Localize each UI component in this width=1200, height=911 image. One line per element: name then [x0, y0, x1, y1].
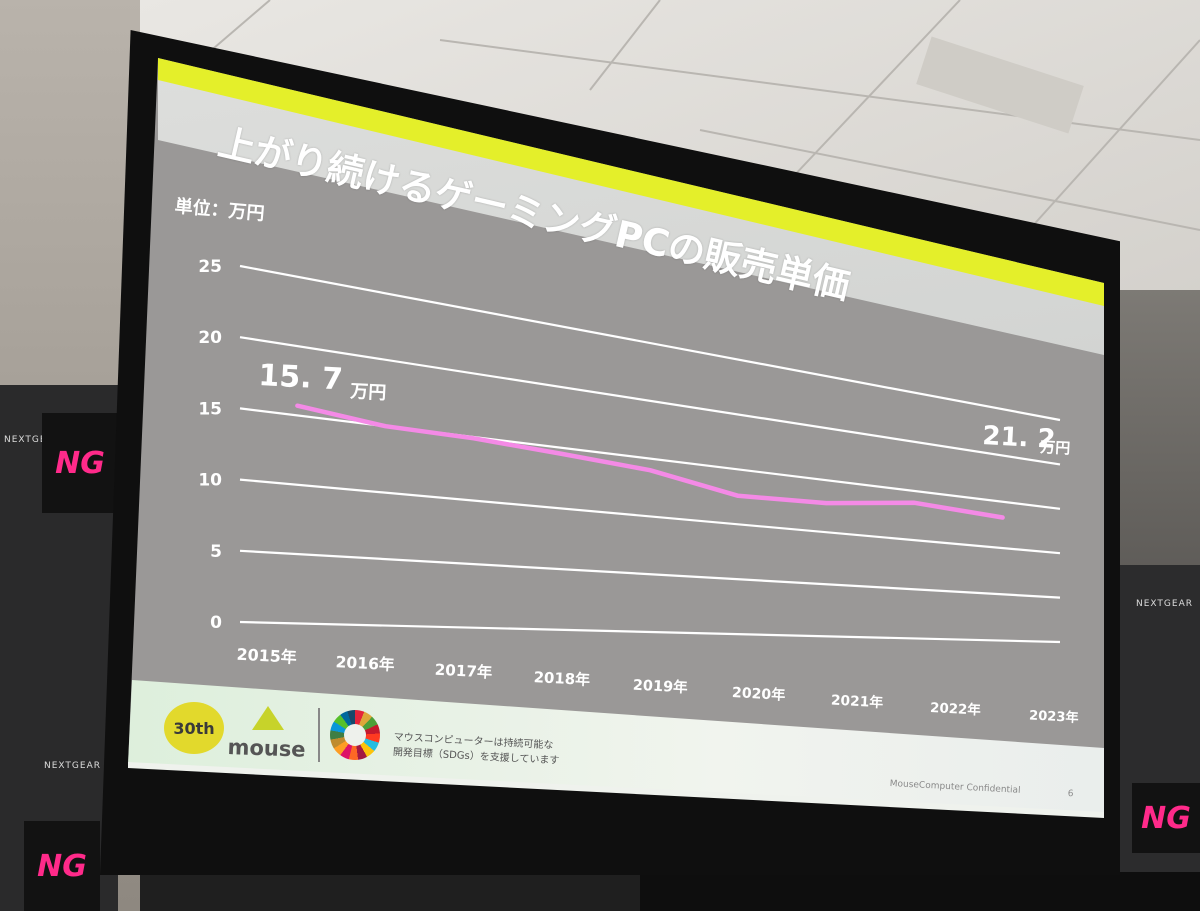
- nextgear-stand-left: NEXTGEAR NG NEXTGEAR NG: [0, 385, 118, 911]
- footer-divider: [318, 708, 320, 762]
- x-tick-label: 2021年: [831, 692, 884, 712]
- y-tick-label: 10: [198, 471, 222, 491]
- annotation-start-value: 15. 7: [258, 358, 344, 397]
- mouse-logo-icon: [252, 706, 284, 730]
- gridline-0: [239, 620, 1061, 644]
- nextgear-logo-3: NG: [1132, 783, 1200, 853]
- x-tick-label: 2023年: [1029, 706, 1079, 726]
- y-tick-label: 5: [210, 542, 222, 562]
- page-number: 6: [1067, 789, 1074, 800]
- y-tick-label: 20: [198, 328, 222, 348]
- x-tick-label: 2022年: [930, 699, 982, 719]
- x-tick-label: 2019年: [632, 676, 688, 697]
- gridline-10: [239, 478, 1061, 555]
- y-tick-label: 25: [198, 257, 222, 277]
- annotation-start-unit: 万円: [349, 381, 387, 404]
- ceiling-grid: [199, 0, 1200, 241]
- gridline-15: [239, 407, 1061, 510]
- x-tick-label: 2015年: [236, 645, 297, 667]
- annotation-end-unit: 万円: [1039, 438, 1071, 458]
- gridline-5: [239, 549, 1061, 599]
- y-tick-label: 0: [210, 613, 222, 633]
- x-tick-label: 2018年: [533, 668, 590, 689]
- mouse-brand-name: mouse: [227, 735, 306, 762]
- y-tick-label: 15: [198, 399, 222, 419]
- stand-brand-text: NEXTGEAR: [4, 435, 61, 445]
- nextgear-stand-right: NEXTGEAR NG: [1112, 565, 1200, 911]
- stand-brand-text-2: NEXTGEAR: [44, 761, 101, 771]
- sdgs-wheel-center: [344, 724, 366, 746]
- nextgear-logo: NG: [42, 413, 118, 513]
- anniversary-badge: 30th: [164, 702, 224, 754]
- x-tick-label: 2020年: [732, 684, 786, 704]
- series-line: [295, 403, 1005, 520]
- stand-brand-text-3: NEXTGEAR: [1136, 599, 1193, 609]
- table-edge: [640, 872, 1200, 911]
- gridline-20: [239, 336, 1061, 466]
- nextgear-logo-2: NG: [24, 821, 100, 911]
- x-tick-label: 2017年: [434, 661, 492, 682]
- annotation-end-value: 21. 2: [982, 421, 1057, 455]
- gridline-25: [239, 264, 1061, 422]
- x-tick-label: 2016年: [335, 652, 395, 674]
